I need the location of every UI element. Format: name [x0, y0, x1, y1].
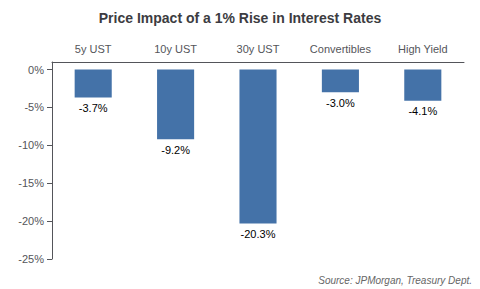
svg-text:-25%: -25% — [18, 253, 44, 265]
svg-text:-4.1%: -4.1% — [408, 105, 437, 117]
svg-text:-10%: -10% — [18, 139, 44, 151]
svg-text:-20.3%: -20.3% — [241, 228, 276, 240]
svg-text:Convertibles: Convertibles — [310, 43, 372, 55]
svg-text:10y UST: 10y UST — [154, 43, 197, 55]
svg-text:Source: JPMorgan, Treasury Dep: Source: JPMorgan, Treasury Dept. — [318, 275, 472, 286]
svg-text:-9.2%: -9.2% — [161, 144, 190, 156]
svg-text:5y UST: 5y UST — [75, 43, 112, 55]
svg-text:Price Impact of a 1% Rise in I: Price Impact of a 1% Rise in Interest Ra… — [99, 10, 382, 26]
svg-text:-3.7%: -3.7% — [79, 102, 108, 114]
svg-text:-3.0%: -3.0% — [326, 97, 355, 109]
svg-text:0%: 0% — [28, 64, 44, 76]
svg-text:-15%: -15% — [18, 177, 44, 189]
svg-text:High Yield: High Yield — [398, 43, 448, 55]
svg-text:30y UST: 30y UST — [237, 43, 280, 55]
svg-text:-20%: -20% — [18, 215, 44, 227]
svg-text:-5%: -5% — [24, 101, 44, 113]
